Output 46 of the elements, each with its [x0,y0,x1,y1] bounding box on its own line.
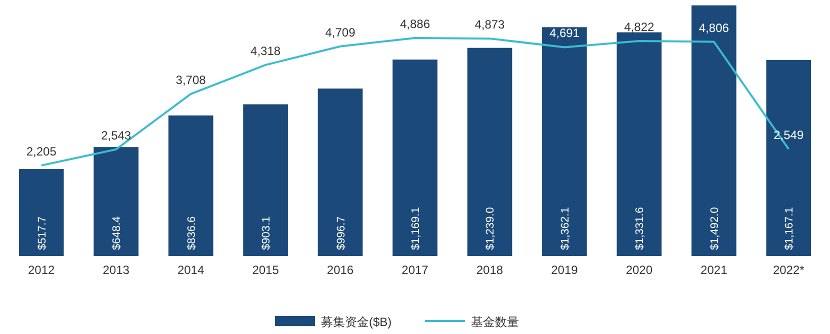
data-label: $903.1 [260,216,273,250]
legend-label: 基金数量 [471,315,519,329]
data-label: $1,169.1 [410,207,422,250]
bar [392,60,438,256]
data-label: $648.4 [111,216,124,250]
bar [766,60,812,256]
x-tick-label: 2017 [402,263,429,277]
x-tick-label: 2022* [772,263,805,277]
data-label: 2,549 [774,128,804,142]
data-label: $1,331.6 [634,207,646,250]
data-label: 2,205 [26,144,57,158]
data-label: 3,708 [176,72,206,87]
data-label: 4,691 [549,26,580,40]
bar [243,104,288,256]
x-tick-label: 2021 [700,263,728,277]
data-label: 4,886 [400,16,430,31]
data-label: 4,709 [325,25,356,40]
x-tick-label: 2013 [102,263,130,277]
x-tick-label: 2019 [551,263,578,277]
data-label: $836.6 [186,216,198,250]
bar [318,88,363,256]
data-label: 2,543 [101,128,132,142]
data-label: $1,492.0 [708,207,721,250]
data-label: $1,239.0 [484,207,497,250]
x-tick-label: 2018 [476,263,504,277]
x-tick-label: 2020 [626,263,653,277]
bar [691,5,736,256]
bar [168,115,214,256]
data-label: $517.7 [36,216,48,250]
bar [94,147,139,256]
bar [18,169,64,256]
data-label: $1,167.1 [784,207,796,250]
x-tick-label: 2015 [252,263,280,277]
bar [616,32,662,256]
data-label: 4,873 [474,18,506,32]
x-tick-label: 2012 [28,263,56,277]
bar [542,27,587,256]
data-label: $996.7 [335,216,348,250]
legend-label: 募集资金($B) [321,315,392,329]
x-tick-label: 2016 [326,263,354,277]
x-tick-label: 2014 [177,263,204,277]
bar [467,48,512,256]
data-label: 4,806 [698,20,730,35]
data-label: $1,362.1 [559,207,572,250]
data-label: 4,822 [624,20,655,34]
data-label: 4,318 [250,44,281,58]
